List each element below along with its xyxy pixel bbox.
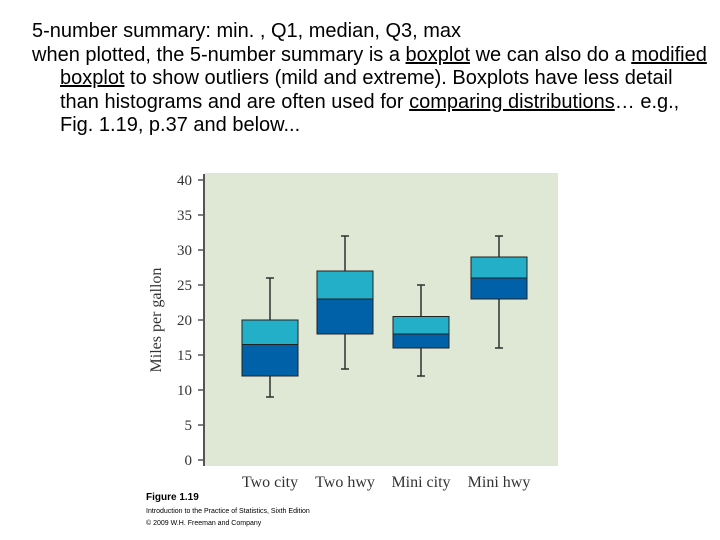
y-tick-label: 15 xyxy=(177,348,192,364)
y-axis-label: Miles per gallon xyxy=(148,268,165,373)
book-title: Introduction to the Practice of Statisti… xyxy=(146,508,310,515)
figure-label: Figure 1.19 xyxy=(146,492,199,503)
boxplot-paragraph: when plotted, the 5-number summary is a … xyxy=(32,44,712,138)
y-tick-label: 25 xyxy=(177,278,192,294)
box-upper-half xyxy=(241,319,299,345)
box-lower-half xyxy=(470,277,528,300)
copyright-notice: © 2009 W.H. Freeman and Company xyxy=(146,520,262,527)
category-label: Two hwy xyxy=(315,474,375,491)
category-label: Two city xyxy=(242,474,298,491)
y-tick-label: 10 xyxy=(177,383,192,399)
modified-boxplot-link[interactable]: modified boxplot xyxy=(60,43,707,90)
box-lower-half xyxy=(316,298,374,335)
paragraph-text-1: when plotted, the 5-number summary is a xyxy=(32,43,406,66)
y-tick-label: 35 xyxy=(177,208,192,224)
boxplot-link[interactable]: boxplot xyxy=(405,43,471,66)
slide-text: 5-number summary: min. , Q1, median, Q3,… xyxy=(32,20,712,138)
y-tick-label: 40 xyxy=(177,173,192,189)
box-upper-half xyxy=(316,270,374,300)
comparing-distributions-link[interactable]: comparing distributions xyxy=(409,90,615,113)
box-lower-half xyxy=(241,344,299,377)
summary-line: 5-number summary: min. , Q1, median, Q3,… xyxy=(32,20,462,42)
box-lower-half xyxy=(392,333,450,349)
category-label: Mini hwy xyxy=(468,474,531,491)
paragraph-text-4: … e.g., Fig. 1.19, p.37 and below... xyxy=(60,90,680,137)
category-label: Mini city xyxy=(391,474,450,491)
y-tick-label: 30 xyxy=(177,243,192,259)
y-tick-label: 5 xyxy=(185,418,193,434)
box-upper-half xyxy=(470,256,528,279)
paragraph-text-3: to show outliers (mild and extreme). Box… xyxy=(60,67,673,113)
box-upper-half xyxy=(392,316,450,335)
boxplot-chart: 0 5 10 15 20 25 30 35 40 Miles per gallon Two city… xyxy=(148,173,558,491)
y-tick-label: 0 xyxy=(185,453,193,469)
paragraph-text-2: we can also do a xyxy=(470,43,632,66)
y-tick-label: 20 xyxy=(177,313,192,329)
